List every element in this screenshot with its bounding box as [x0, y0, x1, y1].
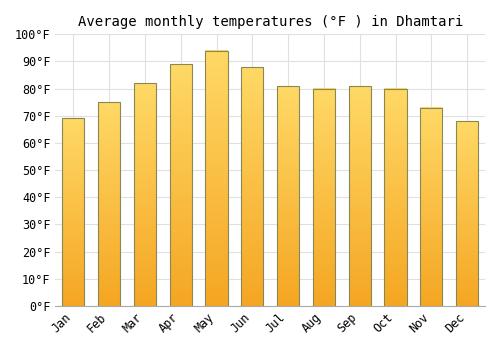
Title: Average monthly temperatures (°F ) in Dhamtari: Average monthly temperatures (°F ) in Dh…: [78, 15, 463, 29]
Bar: [277, 86, 299, 306]
Bar: [170, 64, 192, 306]
Bar: [206, 51, 228, 306]
Bar: [98, 102, 120, 306]
Bar: [420, 108, 442, 306]
Bar: [456, 121, 478, 306]
Bar: [348, 86, 371, 306]
Bar: [384, 89, 406, 306]
Bar: [242, 67, 264, 306]
Bar: [313, 89, 335, 306]
Bar: [134, 83, 156, 306]
Bar: [62, 119, 84, 306]
